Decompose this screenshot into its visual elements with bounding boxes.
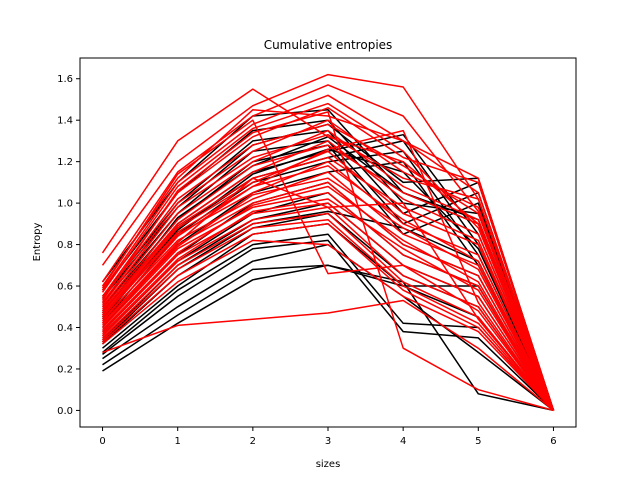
y-tick-label: 0.4 xyxy=(57,323,73,334)
x-axis-label: sizes xyxy=(316,459,341,470)
series-line-29 xyxy=(101,198,555,411)
series-line-31 xyxy=(101,111,554,412)
series-line-2 xyxy=(101,84,555,411)
y-tick-label: 1.2 xyxy=(57,157,73,168)
series-line-28 xyxy=(101,185,555,411)
series-line-17 xyxy=(102,223,555,411)
series-line-23 xyxy=(101,133,555,411)
series-line-25 xyxy=(101,156,555,411)
x-tick-label: 1 xyxy=(175,436,181,447)
y-tick-label: 1.6 xyxy=(57,74,73,85)
series-line-30 xyxy=(101,119,555,411)
series-line-27 xyxy=(101,177,555,411)
series-line-22 xyxy=(101,123,555,411)
x-axis: 0 1 2 3 4 5 6 xyxy=(99,427,557,447)
x-tick-label: 5 xyxy=(475,436,481,447)
series-line-33 xyxy=(101,177,555,411)
plot-lines xyxy=(101,73,555,412)
x-tick-label: 3 xyxy=(325,436,331,447)
y-axis: 0.0 0.2 0.4 0.6 0.8 1.0 1.2 1.4 1.6 xyxy=(57,74,80,417)
x-tick-label: 0 xyxy=(99,436,105,447)
y-tick-label: 1.4 xyxy=(57,116,73,127)
chart-title: Cumulative entropies xyxy=(264,38,393,52)
series-line-24 xyxy=(101,144,555,411)
series-line-18 xyxy=(102,239,555,411)
series-line-13 xyxy=(101,202,555,411)
y-tick-label: 1.0 xyxy=(57,199,73,210)
series-line-5 xyxy=(101,119,555,411)
series-line-32 xyxy=(101,129,555,411)
y-tick-label: 0.8 xyxy=(57,240,73,251)
y-tick-label: 0.6 xyxy=(57,282,73,293)
series-line-8 xyxy=(101,150,555,411)
x-tick-label: 6 xyxy=(550,436,556,447)
series-line-15 xyxy=(101,212,555,411)
x-tick-label: 2 xyxy=(250,436,256,447)
x-tick-label: 4 xyxy=(400,436,406,447)
series-line-12 xyxy=(101,191,555,411)
series-line-9 xyxy=(101,160,555,411)
series-line-26 xyxy=(101,165,555,411)
y-tick-label: 0.0 xyxy=(57,406,73,417)
series-line-7 xyxy=(101,140,555,411)
series-line-3 xyxy=(101,94,555,411)
series-line-49 xyxy=(102,239,555,411)
plot-frame xyxy=(79,57,577,428)
y-tick-label: 0.2 xyxy=(57,364,73,375)
series-line-11 xyxy=(101,181,555,411)
series-line-16 xyxy=(101,218,555,411)
series-line-20 xyxy=(101,109,555,411)
series-line-21 xyxy=(101,102,555,411)
y-axis-label: Entropy xyxy=(32,222,43,261)
series-line-4 xyxy=(101,107,555,411)
series-line-19 xyxy=(102,299,554,411)
series-line-10 xyxy=(101,171,555,411)
series-line-6 xyxy=(101,129,555,411)
